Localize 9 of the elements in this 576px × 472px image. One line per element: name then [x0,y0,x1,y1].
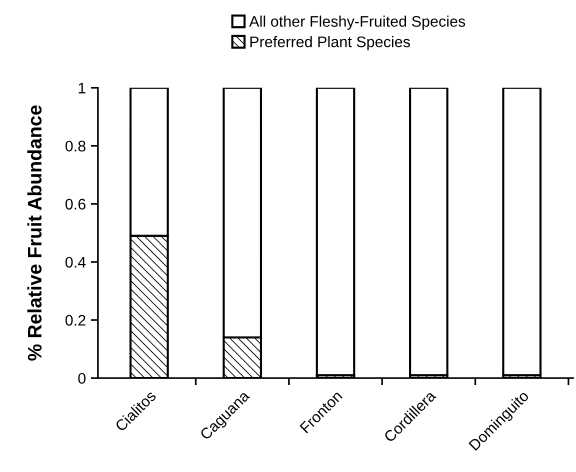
y-tick-label: 0.2 [65,314,86,326]
y-tick-label: 0 [78,372,86,384]
y-tick-label: 0.4 [65,256,86,268]
y-tick-label: 0.6 [65,198,86,210]
y-tick-label: 0.8 [65,140,86,152]
legend-label: Preferred Plant Species [250,36,410,50]
legend-label: All other Fleshy-Fruited Species [249,16,466,30]
y-axis-title: % Relative Fruit Abundance [27,105,42,361]
y-tick-label: 1 [78,82,86,94]
